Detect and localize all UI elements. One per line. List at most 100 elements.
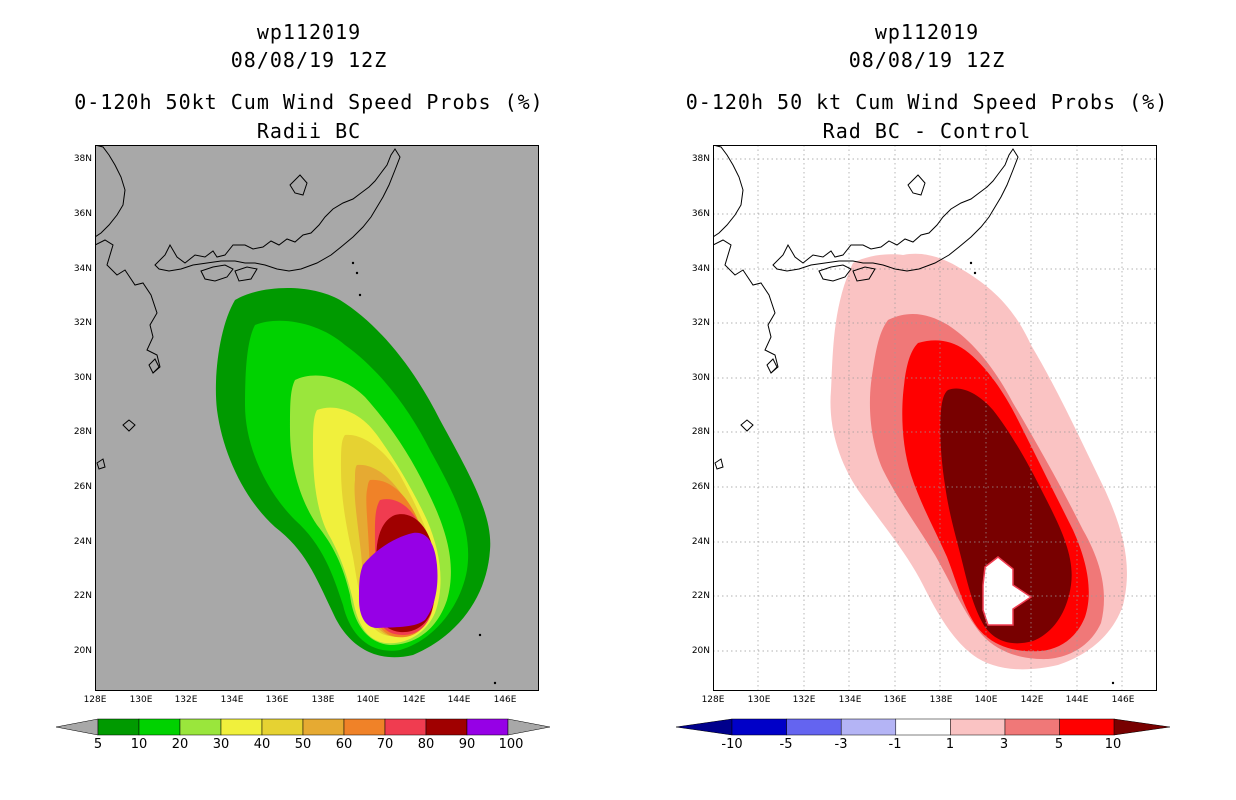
colorbar-label: 40: [253, 737, 271, 752]
right-colorbar-low-arrow: [676, 718, 733, 736]
left-small-islands: [351, 261, 497, 685]
lat-label: 28N: [73, 427, 92, 437]
lat-label: 30N: [73, 373, 92, 383]
right-difference-contours: [830, 253, 1127, 670]
left-colorbar-cell: [97, 718, 140, 736]
right-datetime: 08/08/19 12Z: [848, 48, 1006, 72]
left-colorbar-cell: [343, 718, 386, 736]
colorbar-label: 10: [130, 737, 148, 752]
colorbar-label: 50: [294, 737, 312, 752]
colorbar-label: -3: [834, 737, 848, 752]
lat-label: 24N: [691, 537, 710, 547]
colorbar-label: 70: [376, 737, 394, 752]
left-colorbar-cell: [302, 718, 345, 736]
left-coastlines: [95, 145, 401, 470]
lon-label: 136E: [883, 695, 907, 705]
lat-label: 22N: [73, 591, 92, 601]
lon-label: 142E: [1020, 695, 1044, 705]
colorbar-label: 60: [335, 737, 353, 752]
colorbar-label: 20: [171, 737, 189, 752]
left-storm-id: wp112019: [256, 20, 362, 44]
lon-label: 146E: [1111, 695, 1135, 705]
right-panel: wp112019 08/08/19 12Z 0-120h 50 kt Cum W…: [618, 0, 1236, 800]
left-colorbar-high-arrow: [507, 718, 551, 736]
left-panel: wp112019 08/08/19 12Z 0-120h 50kt Cum Wi…: [56, 20, 551, 752]
colorbar-label: -10: [721, 737, 743, 752]
colorbar-label: 3: [999, 737, 1009, 752]
lon-label: 128E: [701, 695, 725, 705]
right-storm-id: wp112019: [874, 20, 980, 44]
lon-label: 140E: [974, 695, 998, 705]
left-map: [95, 145, 539, 691]
lat-label: 38N: [73, 154, 92, 164]
left-datetime: 08/08/19 12Z: [230, 48, 388, 72]
lat-label: 26N: [73, 482, 92, 492]
right-map: [713, 145, 1157, 691]
lat-label: 26N: [691, 482, 710, 492]
right-small-islands: [969, 261, 1115, 685]
left-product-title: 0-120h 50kt Cum Wind Speed Probs (%): [74, 90, 544, 114]
lat-label: 22N: [691, 591, 710, 601]
lon-label: 138E: [929, 695, 953, 705]
colorbar-label: 90: [458, 737, 476, 752]
lat-label: 30N: [691, 373, 710, 383]
lat-label: 28N: [691, 427, 710, 437]
left-colorbar-cell: [138, 718, 181, 736]
right-colorbar-cell: [1004, 718, 1060, 736]
left-probability-contours: [215, 287, 491, 658]
lon-label: 146E: [493, 695, 517, 705]
colorbar-label: -1: [888, 737, 902, 752]
lat-label: 36N: [73, 209, 92, 219]
right-colorbar-cell: [840, 718, 897, 736]
colorbar-label: 10: [1104, 737, 1122, 752]
lon-label: 140E: [356, 695, 380, 705]
lat-label: 34N: [73, 264, 92, 274]
right-subtitle: Rad BC - Control: [822, 119, 1032, 143]
right-colorbar-cell: [786, 718, 842, 736]
left-colorbar-cell: [179, 718, 222, 736]
lon-label: 144E: [1065, 695, 1089, 705]
right-colorbar-high-arrow: [1113, 718, 1171, 736]
right-colorbar-cell: [1059, 718, 1115, 736]
right-gridlines: [713, 145, 1157, 691]
colorbar-label: 100: [498, 737, 524, 752]
right-product-title: 0-120h 50 kt Cum Wind Speed Probs (%): [685, 90, 1169, 114]
right-colorbar-cell: [950, 718, 1006, 736]
lon-label: 130E: [129, 695, 153, 705]
colorbar-label: 5: [93, 737, 103, 752]
colorbar-label: 80: [417, 737, 435, 752]
colorbar-label: -5: [779, 737, 793, 752]
lon-label: 138E: [311, 695, 335, 705]
lon-label: 132E: [792, 695, 816, 705]
lat-label: 20N: [73, 646, 92, 656]
left-colorbar-cell: [466, 718, 509, 736]
lat-label: 24N: [73, 537, 92, 547]
lon-label: 128E: [83, 695, 107, 705]
left-colorbar: [56, 718, 551, 736]
lon-label: 134E: [220, 695, 244, 705]
right-colorbar: [676, 718, 1171, 736]
left-colorbar-cell: [384, 718, 427, 736]
lat-label: 38N: [691, 154, 710, 164]
colorbar-label: 30: [212, 737, 230, 752]
lat-label: 32N: [691, 318, 710, 328]
colorbar-label: 5: [1054, 737, 1064, 752]
lon-label: 142E: [402, 695, 426, 705]
colorbar-label: 1: [945, 737, 955, 752]
right-coastlines: [713, 145, 1019, 470]
lon-label: 136E: [265, 695, 289, 705]
lon-label: 144E: [447, 695, 471, 705]
left-colorbar-cell: [220, 718, 263, 736]
left-colorbar-cell: [425, 718, 468, 736]
left-colorbar-low-arrow: [56, 718, 99, 736]
lat-label: 34N: [691, 264, 710, 274]
lat-label: 32N: [73, 318, 92, 328]
lat-label: 20N: [691, 646, 710, 656]
right-colorbar-cell: [895, 718, 951, 736]
left-subtitle: Radii BC: [256, 119, 362, 143]
left-map-frame: [95, 145, 539, 691]
lon-label: 130E: [747, 695, 771, 705]
lat-label: 36N: [691, 209, 710, 219]
right-colorbar-cell: [731, 718, 787, 736]
lon-label: 132E: [174, 695, 198, 705]
